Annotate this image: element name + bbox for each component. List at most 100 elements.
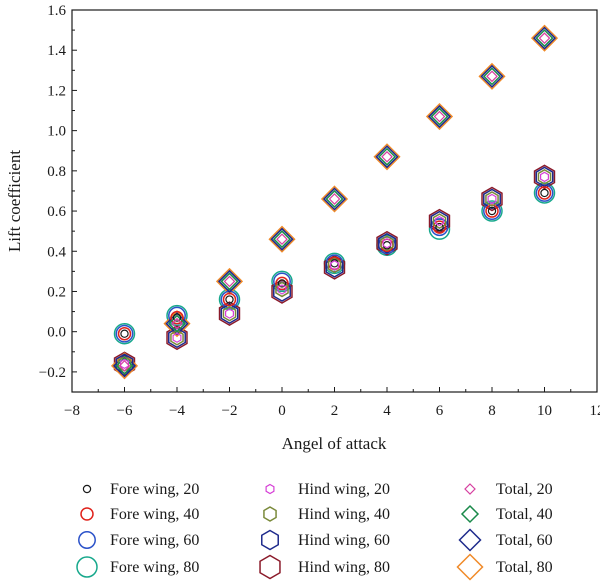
legend-item: Total, 20 [464, 481, 553, 498]
data-point-diamond [272, 230, 292, 249]
legend-marker-diamond [460, 504, 480, 524]
data-point-diamond [532, 26, 557, 50]
y-tick-label: −0.2 [39, 365, 66, 381]
x-tick-label: −2 [222, 403, 238, 419]
data-point-hexagon [218, 301, 241, 326]
data-point-diamond [328, 193, 341, 205]
legend-item: Hind wing, 40 [263, 506, 390, 523]
legend-marker-hexagon [265, 483, 275, 495]
legend-marker-hexagon [263, 506, 277, 522]
data-point-diamond [427, 104, 452, 129]
legend-label: Hind wing, 40 [298, 506, 390, 523]
data-point-hexagon [533, 164, 556, 190]
y-tick-label: 0.8 [47, 164, 66, 180]
x-tick-label: 4 [383, 403, 391, 419]
legend-item: Fore wing, 80 [76, 556, 199, 578]
data-point-diamond [115, 356, 134, 375]
data-point-circle [485, 204, 499, 218]
legend-label: Total, 60 [496, 532, 553, 549]
data-point-circle [113, 322, 136, 345]
x-axis-label: Angel of attack [282, 434, 387, 453]
y-tick-label: 1.0 [47, 124, 66, 140]
legend-marker-hexagon [261, 529, 279, 551]
legend-item: Hind wing, 80 [259, 554, 390, 580]
data-point-hexagon [380, 235, 394, 252]
data-point-hexagon [220, 303, 239, 324]
data-point-hexagon [277, 284, 287, 295]
data-point-diamond [163, 310, 191, 338]
data-point-hexagon [327, 257, 342, 274]
data-point-diamond [320, 185, 349, 213]
data-points [110, 24, 559, 380]
data-point-hexagon [119, 358, 129, 370]
data-point-diamond [377, 147, 397, 166]
x-tick-label: 0 [278, 403, 286, 419]
data-point-circle [432, 220, 447, 234]
data-point-hexagon [275, 281, 289, 298]
legend-marker-diamond [456, 553, 484, 581]
data-point-diamond [430, 107, 449, 126]
data-point-hexagon [325, 256, 344, 278]
y-axis-ticks: −0.2 0.0 0.2 0.4 0.6 0.8 1.0 1.2 1.4 1.6 [39, 3, 77, 381]
data-point-diamond [270, 227, 294, 251]
data-point-hexagon [378, 232, 396, 254]
data-point-diamond [167, 314, 187, 333]
data-point-hexagon [166, 325, 188, 351]
data-point-circle [540, 188, 549, 198]
data-point-diamond [223, 275, 236, 288]
y-tick-label: 0.4 [47, 244, 66, 260]
data-point-circle [275, 276, 289, 291]
legend-marker-circle [78, 531, 96, 549]
plot-frame [71, 9, 598, 393]
data-point-diamond [373, 143, 401, 171]
legend-label: Fore wing, 60 [110, 532, 199, 549]
data-point-hexagon [172, 332, 182, 343]
data-point-hexagon [330, 260, 339, 271]
data-point-hexagon [485, 191, 499, 207]
data-point-diamond [325, 189, 344, 209]
data-point-diamond [220, 272, 239, 291]
data-point-diamond [112, 354, 137, 378]
data-point-circle [533, 182, 556, 204]
y-axis-label: Lift coefficient [5, 150, 24, 252]
data-point-circle [487, 206, 497, 216]
data-point-hexagon [225, 308, 234, 319]
data-point-hexagon [539, 171, 550, 183]
legend-label: Hind wing, 20 [298, 481, 390, 498]
data-point-circle [120, 329, 129, 338]
y-tick-label: 0.2 [47, 284, 66, 300]
data-point-circle [435, 222, 444, 232]
data-point-diamond [276, 233, 288, 246]
data-point-circle [481, 200, 503, 222]
legend-item: Fore wing, 20 [82, 481, 199, 498]
data-point-hexagon [487, 193, 497, 205]
data-point-diamond [217, 269, 242, 293]
data-point-circle [222, 292, 237, 307]
legend-item: Fore wing, 40 [80, 506, 199, 523]
data-point-hexagon [222, 305, 237, 322]
legend-label: Fore wing, 40 [110, 506, 199, 523]
data-point-circle [170, 310, 184, 325]
data-point-hexagon [170, 329, 184, 346]
data-point-diamond [535, 29, 554, 48]
legend-item: Total, 80 [456, 553, 553, 581]
data-point-diamond [381, 150, 393, 163]
data-point-diamond [480, 64, 504, 88]
data-point-diamond [486, 70, 498, 83]
legend-marker-circle [82, 484, 92, 494]
x-tick-label: −4 [169, 403, 185, 419]
data-point-diamond [433, 110, 446, 123]
data-point-diamond [482, 67, 502, 86]
data-point-circle [271, 270, 293, 293]
data-point-diamond [171, 317, 183, 330]
x-axis-ticks: −8 −6 −4 −2 0 2 4 6 8 10 12 [64, 387, 600, 419]
plot-area-border [71, 9, 598, 393]
legend-item: Fore wing, 60 [78, 531, 199, 549]
legend-item: Total, 60 [458, 528, 553, 552]
data-point-circle [117, 326, 132, 341]
x-tick-label: 6 [436, 403, 444, 419]
data-point-hexagon [271, 279, 293, 304]
data-point-diamond [375, 145, 399, 169]
legend-item: Hind wing, 20 [265, 481, 390, 498]
legend-marker-circle [80, 507, 94, 521]
